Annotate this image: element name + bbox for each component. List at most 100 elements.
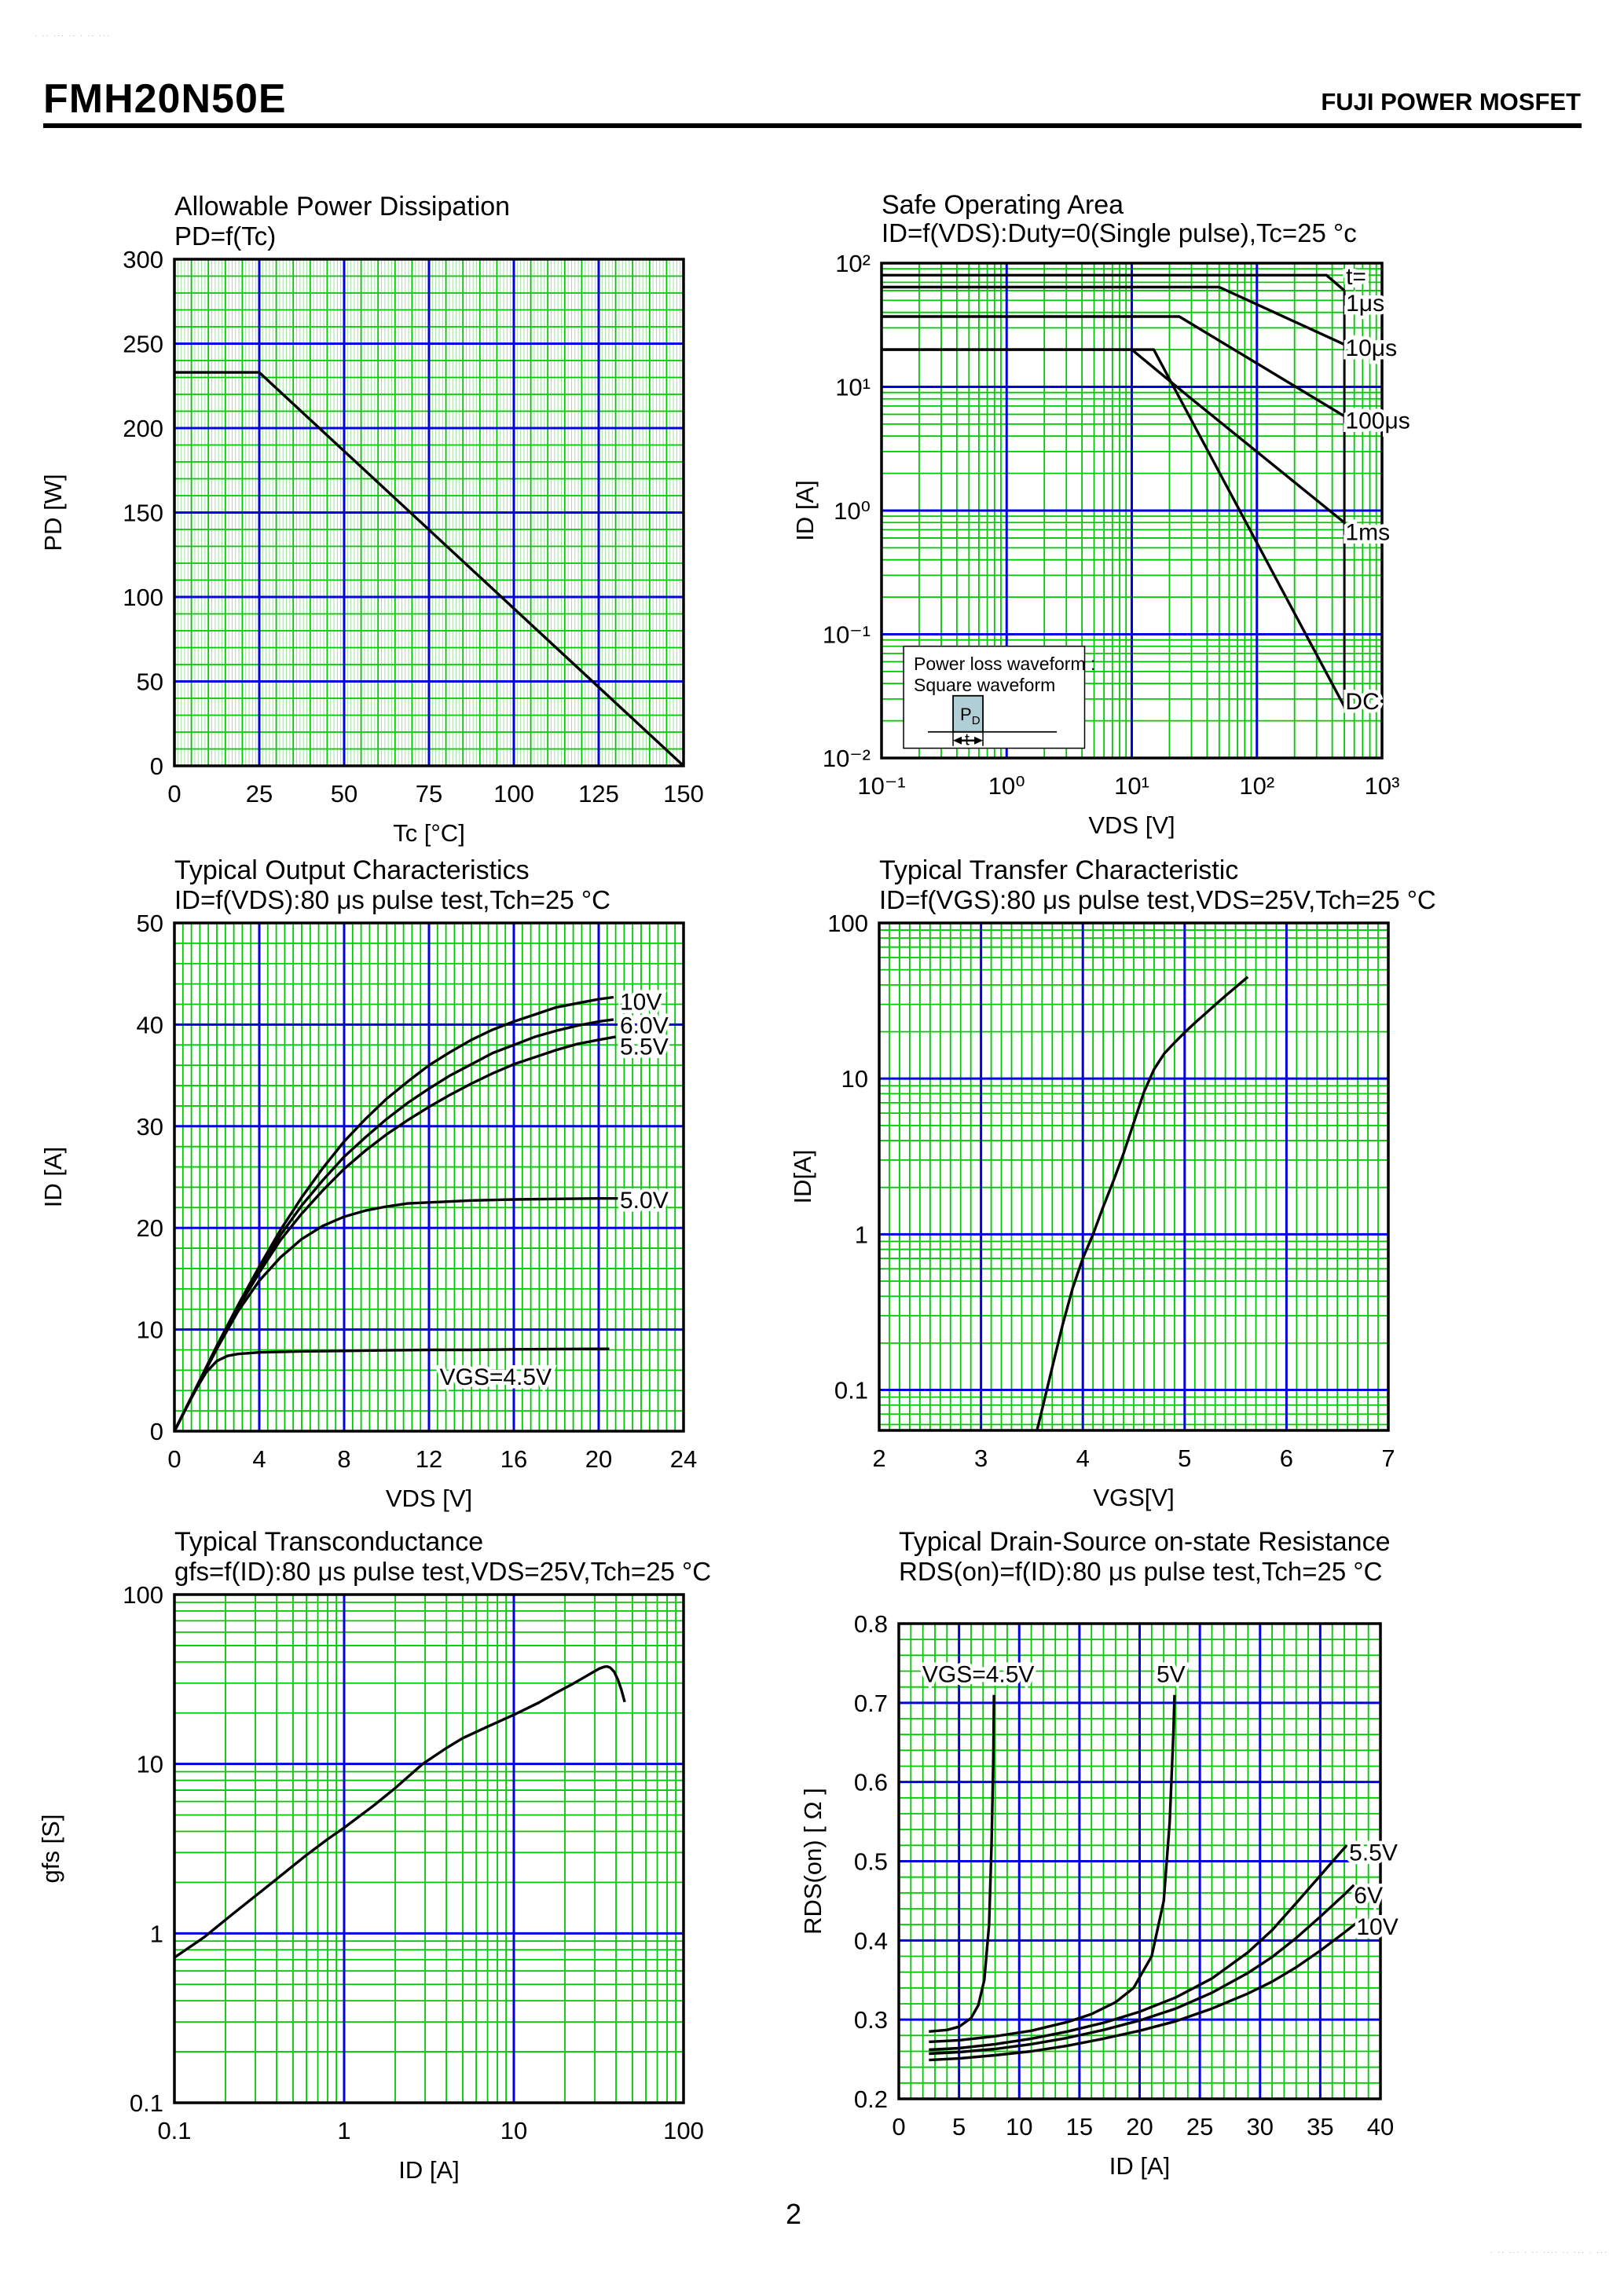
svg-text:20: 20 bbox=[585, 1445, 612, 1473]
svg-text:30: 30 bbox=[137, 1113, 163, 1141]
svg-text:16: 16 bbox=[500, 1445, 527, 1473]
svg-text:0.1: 0.1 bbox=[157, 2117, 191, 2144]
svg-text:0: 0 bbox=[167, 1445, 181, 1473]
svg-text:20: 20 bbox=[137, 1214, 163, 1242]
series-VGS-10V bbox=[929, 1921, 1358, 2062]
svg-text:10⁰: 10⁰ bbox=[834, 497, 871, 525]
faint-print-mark: · ·· ··· ·· · ·· ··· bbox=[35, 31, 111, 39]
svg-text:30: 30 bbox=[1247, 2113, 1274, 2140]
curve-label: t= bbox=[1346, 264, 1366, 290]
chart-typical-output-characteristics: Typical Output CharacteristicsID=f(VDS):… bbox=[39, 855, 697, 1512]
svg-text:t: t bbox=[965, 731, 970, 749]
svg-text:100: 100 bbox=[493, 780, 534, 807]
svg-text:300: 300 bbox=[123, 246, 163, 273]
svg-text:3: 3 bbox=[974, 1445, 988, 1472]
svg-text:10¹: 10¹ bbox=[1114, 772, 1149, 800]
svg-text:50: 50 bbox=[137, 910, 163, 937]
svg-text:0: 0 bbox=[167, 780, 181, 807]
svg-text:Power loss waveform :: Power loss waveform : bbox=[914, 654, 1095, 674]
series-VGS-5V bbox=[929, 1694, 1176, 2044]
svg-text:0.1: 0.1 bbox=[834, 1377, 868, 1404]
faint-print-mark: · ·· ··· · ·· ···· ·· ··· · ··· bbox=[1490, 2248, 1608, 2256]
svg-text:10²: 10² bbox=[1239, 772, 1274, 800]
x-axis-title: VDS [V] bbox=[386, 1485, 472, 1512]
svg-text:10: 10 bbox=[137, 1316, 163, 1344]
svg-text:ID=f(VDS):Duty=0(Single pulse): ID=f(VDS):Duty=0(Single pulse),Tc=25 °c bbox=[882, 218, 1357, 247]
curve-label: 5.5V bbox=[1349, 1840, 1398, 1866]
series-1us bbox=[882, 273, 1346, 292]
svg-text:Typical Drain-Source on-state: Typical Drain-Source on-state Resistance bbox=[899, 1527, 1391, 1557]
curve-label: 10V bbox=[620, 990, 662, 1016]
curve-label: 6V bbox=[1354, 1883, 1383, 1909]
svg-text:0: 0 bbox=[150, 1418, 163, 1445]
y-axis-title: PD [W] bbox=[39, 474, 67, 551]
series-gfs bbox=[174, 1664, 626, 1959]
svg-text:10⁻²: 10⁻² bbox=[823, 745, 871, 772]
curve-label: VGS=4.5V bbox=[922, 1662, 1035, 1688]
series-10us bbox=[882, 285, 1345, 346]
svg-text:Safe Operating Area: Safe Operating Area bbox=[882, 190, 1124, 220]
svg-text:10⁻¹: 10⁻¹ bbox=[857, 772, 905, 800]
curve-label: 1ms bbox=[1345, 519, 1390, 545]
svg-text:125: 125 bbox=[578, 780, 619, 807]
svg-text:150: 150 bbox=[663, 780, 704, 807]
svg-text:PD=f(Tc): PD=f(Tc) bbox=[174, 222, 276, 251]
y-axis-title: RDS(on) [ Ω ] bbox=[799, 1788, 827, 1935]
svg-text:0.3: 0.3 bbox=[854, 2006, 888, 2034]
svg-text:5: 5 bbox=[952, 2113, 966, 2140]
svg-text:35: 35 bbox=[1307, 2113, 1333, 2140]
header-rule bbox=[43, 123, 1582, 128]
svg-text:4: 4 bbox=[1076, 1445, 1090, 1472]
svg-text:Typical Output Characteristics: Typical Output Characteristics bbox=[174, 855, 530, 885]
svg-text:8: 8 bbox=[337, 1445, 350, 1473]
svg-text:10³: 10³ bbox=[1365, 772, 1400, 800]
curve-label: DC bbox=[1345, 689, 1379, 715]
series-DC bbox=[882, 348, 1346, 708]
svg-text:0.4: 0.4 bbox=[854, 1927, 888, 1954]
svg-text:10⁻¹: 10⁻¹ bbox=[823, 621, 871, 649]
svg-text:250: 250 bbox=[123, 331, 163, 358]
svg-text:50: 50 bbox=[137, 668, 163, 696]
chart-rdson-vs-id: Typical Drain-Source on-state Resistance… bbox=[799, 1527, 1402, 2180]
svg-text:40: 40 bbox=[1367, 2113, 1394, 2140]
x-axis-title: ID [A] bbox=[398, 2156, 460, 2184]
svg-text:50: 50 bbox=[331, 780, 357, 807]
curve-label: VGS=4.5V bbox=[440, 1364, 552, 1390]
x-axis-title: ID [A] bbox=[1109, 2152, 1171, 2180]
svg-text:24: 24 bbox=[670, 1445, 697, 1473]
svg-text:100: 100 bbox=[123, 1581, 163, 1609]
svg-text:0.1: 0.1 bbox=[130, 2089, 163, 2117]
svg-text:0.7: 0.7 bbox=[854, 1690, 888, 1717]
curve-label: 10V bbox=[1356, 1914, 1398, 1940]
part-number: FMH20N50E bbox=[43, 76, 287, 122]
svg-text:200: 200 bbox=[123, 415, 163, 442]
series-VGS-4.5V bbox=[929, 1694, 995, 2033]
svg-text:0: 0 bbox=[150, 753, 163, 780]
svg-text:0.6: 0.6 bbox=[854, 1769, 888, 1796]
brand-text: FUJI POWER MOSFET bbox=[1321, 88, 1581, 115]
series-PD-limit bbox=[174, 371, 685, 767]
x-axis-title: VDS [V] bbox=[1088, 811, 1175, 839]
svg-text:10¹: 10¹ bbox=[835, 374, 871, 401]
series-VGS-5.5V bbox=[173, 1035, 616, 1432]
curve-label: 5V bbox=[1157, 1662, 1186, 1688]
curve-label: 100μs bbox=[1345, 408, 1410, 434]
svg-text:2: 2 bbox=[872, 1445, 885, 1472]
chart-safe-operating-area: Safe Operating AreaID=f(VDS):Duty=0(Sing… bbox=[791, 190, 1413, 839]
svg-text:Square waveform: Square waveform bbox=[914, 675, 1055, 695]
svg-text:75: 75 bbox=[416, 780, 442, 807]
svg-text:1: 1 bbox=[855, 1221, 868, 1248]
svg-text:7: 7 bbox=[1381, 1445, 1395, 1472]
svg-text:25: 25 bbox=[1186, 2113, 1213, 2140]
y-axis-title: gfs [S] bbox=[37, 1814, 64, 1884]
svg-text:40: 40 bbox=[137, 1011, 163, 1038]
series-transfer bbox=[1036, 976, 1249, 1431]
svg-text:0.8: 0.8 bbox=[854, 1610, 888, 1638]
svg-text:5: 5 bbox=[1178, 1445, 1191, 1472]
svg-text:10²: 10² bbox=[835, 250, 871, 277]
curve-label: 10μs bbox=[1345, 335, 1397, 361]
svg-text:25: 25 bbox=[246, 780, 273, 807]
